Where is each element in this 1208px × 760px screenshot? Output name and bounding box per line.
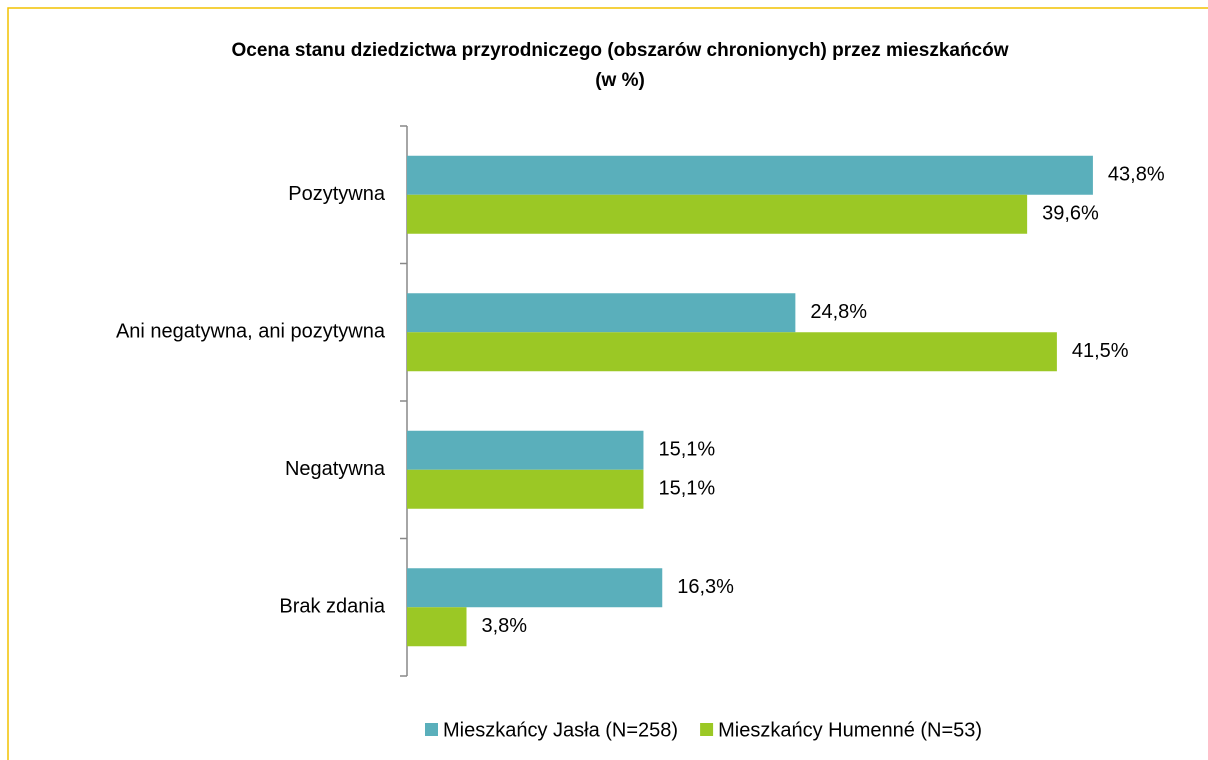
chart-title: Ocena stanu dziedzictwa przyrodniczego (… bbox=[231, 40, 1009, 91]
bar bbox=[407, 430, 644, 470]
legend-label: Mieszkańcy Humenné (N=53) bbox=[718, 719, 982, 741]
bar bbox=[407, 469, 644, 509]
frame bbox=[7, 7, 1208, 760]
bar bbox=[407, 155, 1093, 195]
legend-label: Mieszkańcy Jasła (N=258) bbox=[443, 719, 678, 741]
value-label: 15,1% bbox=[658, 478, 715, 500]
value-label: 41,5% bbox=[1072, 340, 1129, 362]
bar bbox=[407, 194, 1028, 234]
category-label: Ani negatywna, ani pozytywna bbox=[116, 321, 386, 343]
category-label: Negatywna bbox=[285, 458, 386, 480]
bar bbox=[407, 607, 467, 647]
value-label: 43,8% bbox=[1108, 164, 1165, 186]
value-label: 39,6% bbox=[1042, 203, 1099, 225]
bar bbox=[407, 293, 796, 333]
legend-swatch bbox=[700, 723, 714, 736]
legend-swatch bbox=[425, 723, 438, 736]
bar bbox=[407, 332, 1057, 372]
category-label: Brak zdania bbox=[279, 596, 385, 618]
category-label: Pozytywna bbox=[288, 183, 386, 205]
value-label: 24,8% bbox=[810, 301, 867, 323]
value-label: 3,8% bbox=[482, 615, 528, 637]
value-label: 15,1% bbox=[658, 439, 715, 461]
value-label: 16,3% bbox=[677, 576, 734, 598]
bar bbox=[407, 568, 663, 608]
